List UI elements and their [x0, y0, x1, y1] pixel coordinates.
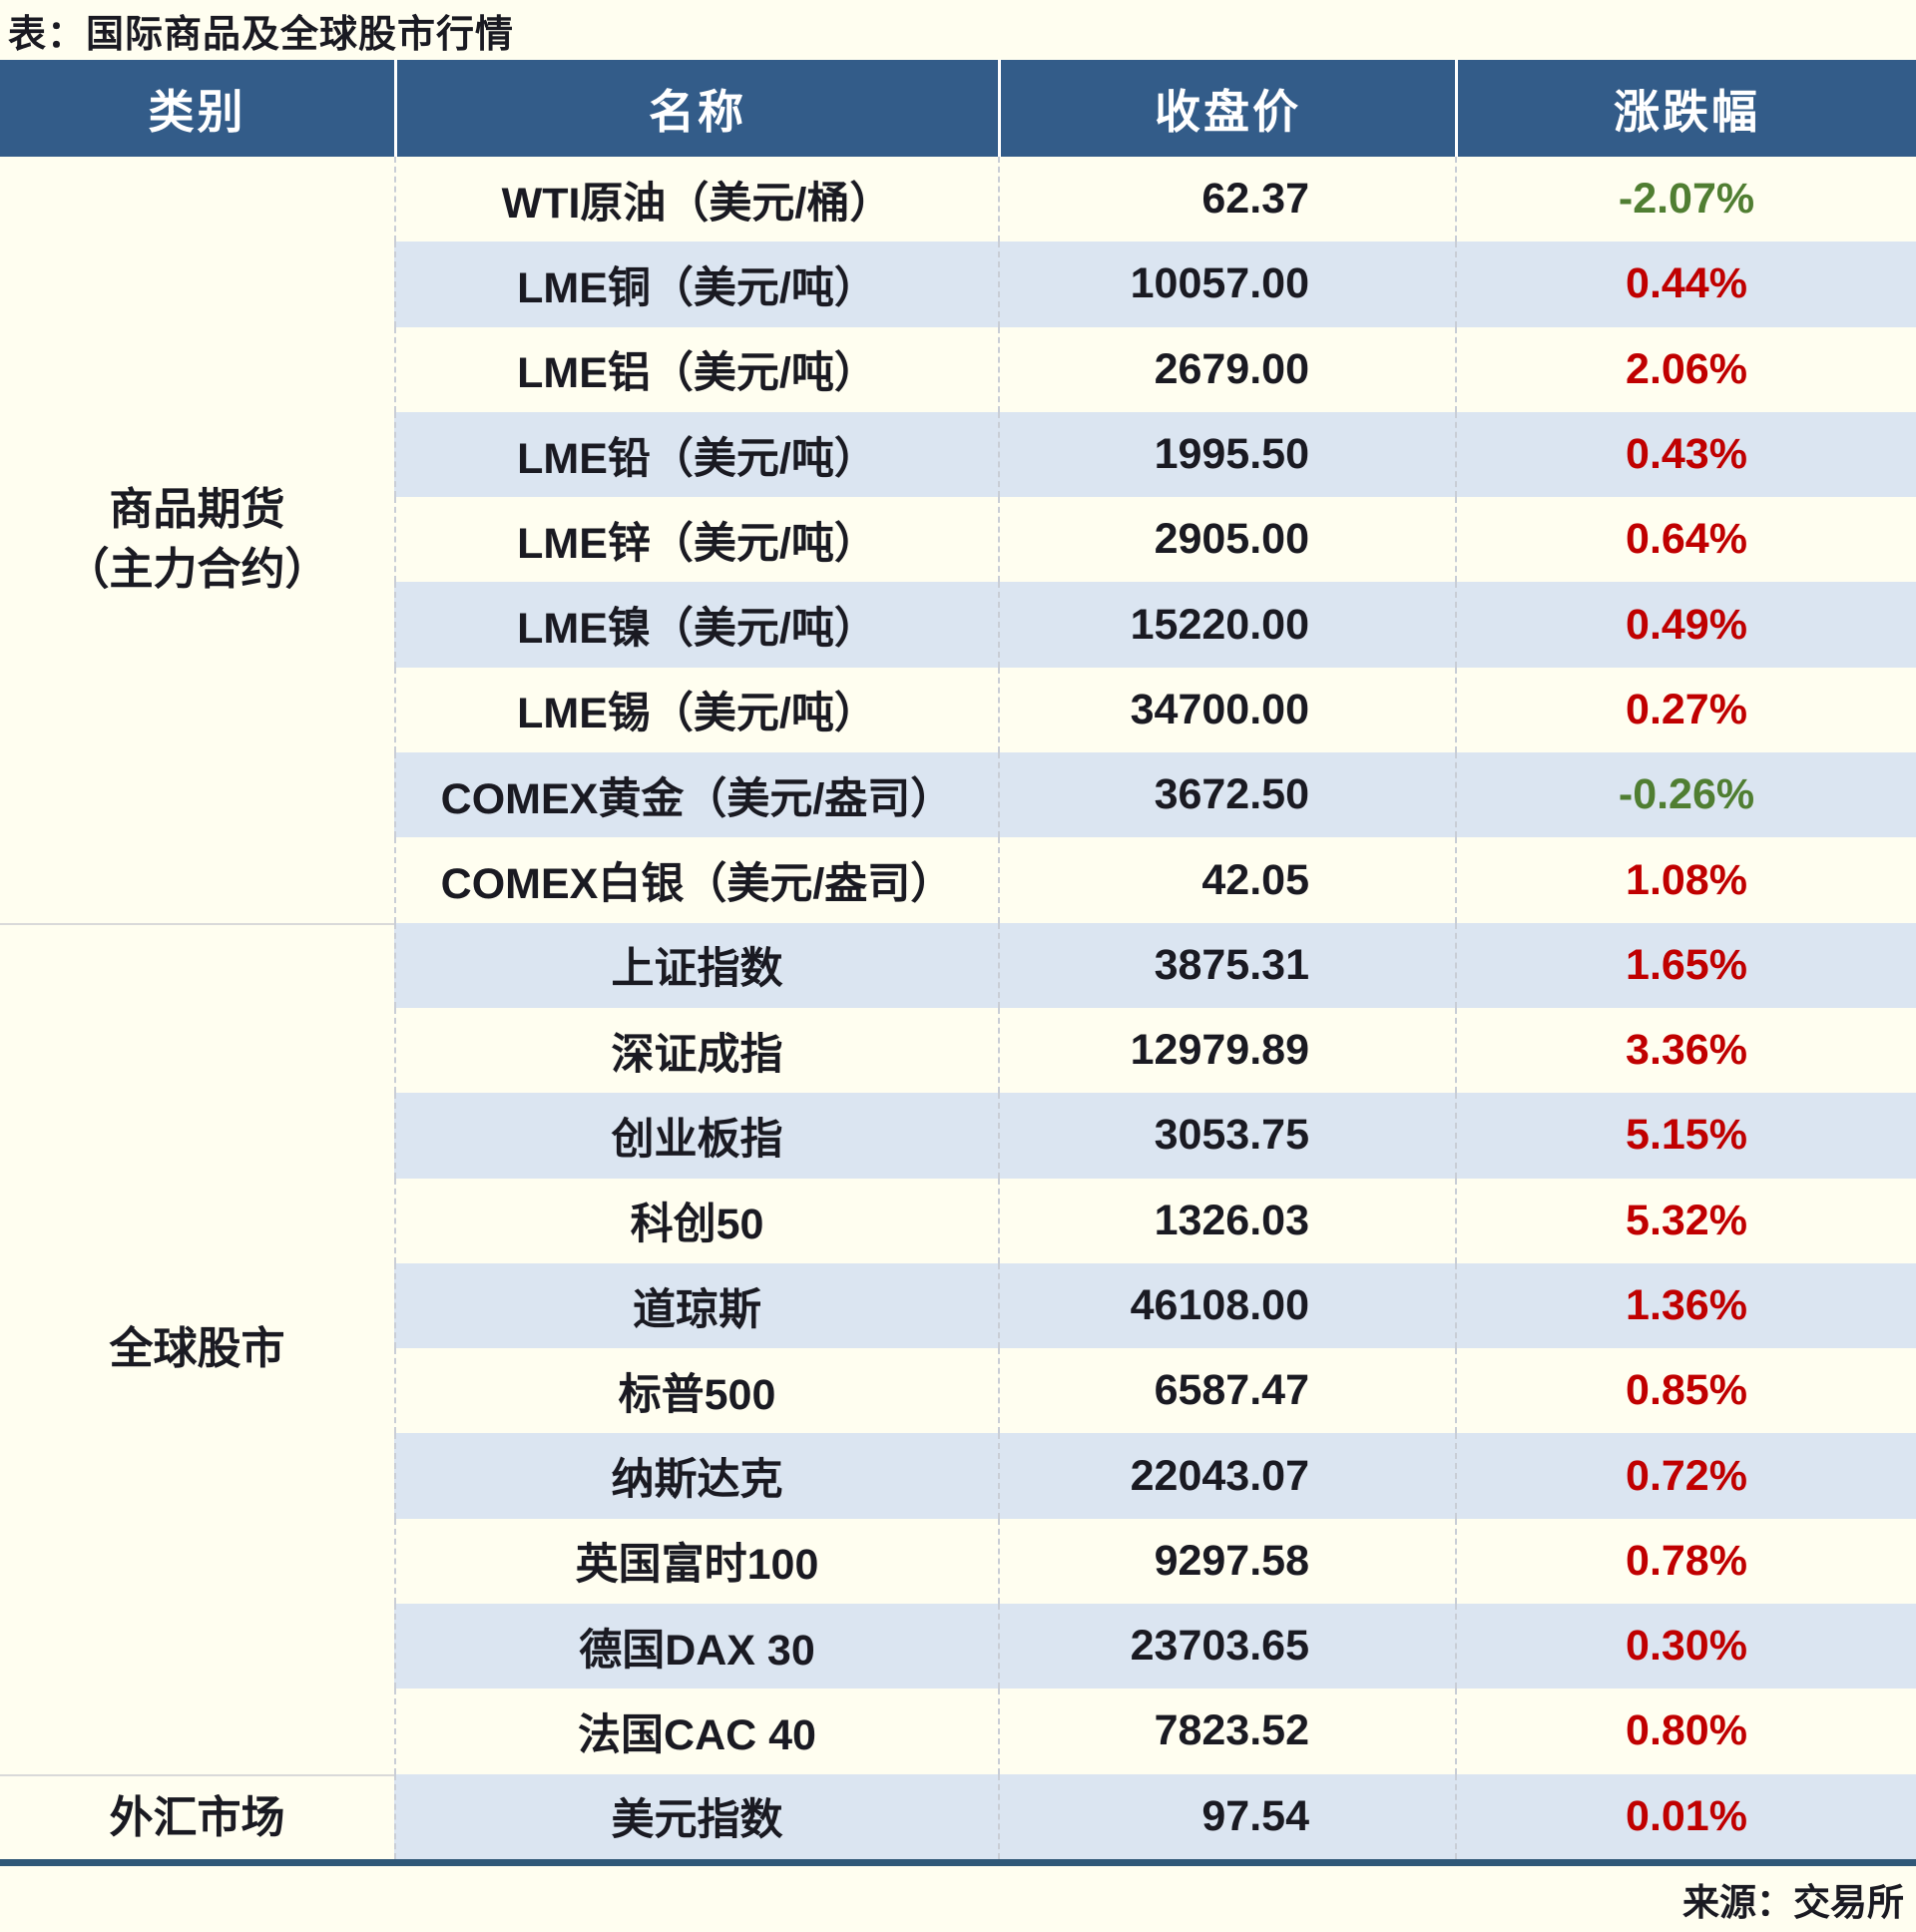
name-cell: LME铝（美元/吨）	[394, 326, 998, 412]
name-cell: 道琼斯	[394, 1262, 998, 1349]
name-cell: 法国CAC 40	[394, 1689, 998, 1774]
close-cell: 46108.00	[998, 1262, 1455, 1349]
name-cell: 美元指数	[394, 1773, 998, 1859]
close-cell: 42.05	[998, 837, 1455, 923]
change-cell: 0.85%	[1455, 1348, 1916, 1434]
name-cell: LME铜（美元/吨）	[394, 242, 998, 327]
name-cell: COMEX白银（美元/盎司）	[394, 837, 998, 923]
change-cell: 0.80%	[1455, 1689, 1916, 1774]
close-cell: 12979.89	[998, 1007, 1455, 1094]
header-change: 涨跌幅	[1455, 60, 1916, 157]
name-cell: 德国DAX 30	[394, 1604, 998, 1690]
close-cell: 7823.52	[998, 1689, 1455, 1774]
source-note: 来源：交易所	[1682, 1881, 1904, 1923]
close-cell: 23703.65	[998, 1604, 1455, 1690]
name-cell: COMEX黄金（美元/盎司）	[394, 752, 998, 838]
name-cell: LME镍（美元/吨）	[394, 582, 998, 668]
close-cell: 22043.07	[998, 1433, 1455, 1519]
category-cell: 全球股市	[0, 922, 394, 1774]
change-cell: -0.26%	[1455, 752, 1916, 838]
name-cell: 科创50	[394, 1178, 998, 1263]
name-cell: 创业板指	[394, 1093, 998, 1179]
close-cell: 3875.31	[998, 922, 1455, 1008]
name-cell: 深证成指	[394, 1007, 998, 1094]
change-cell: 0.43%	[1455, 411, 1916, 498]
header-name: 名称	[394, 60, 998, 157]
table-bottom-border	[0, 1858, 1916, 1866]
change-cell: 0.72%	[1455, 1433, 1916, 1519]
change-cell: 1.65%	[1455, 922, 1916, 1008]
name-cell: LME锌（美元/吨）	[394, 497, 998, 583]
name-cell: 标普500	[394, 1348, 998, 1434]
change-cell: 0.78%	[1455, 1518, 1916, 1605]
change-cell: 0.27%	[1455, 667, 1916, 753]
header-category: 类别	[148, 85, 246, 138]
close-cell: 34700.00	[998, 667, 1455, 753]
close-cell: 3672.50	[998, 752, 1455, 838]
table-body: 商品期货 （主力合约） WTI原油（美元/桶） 62.37 -2.07% LME铜（美元…	[0, 157, 1916, 1859]
page-title: 表：国际商品及全球股市行情	[8, 13, 515, 56]
table-header: 类别 名称 收盘价 涨跌幅	[0, 60, 1916, 157]
category-cell: 商品期货 （主力合约）	[65, 485, 329, 594]
close-cell: 9297.58	[998, 1518, 1455, 1605]
change-cell: -2.07%	[1455, 157, 1916, 242]
change-cell: 0.49%	[1455, 582, 1916, 668]
name-cell: 英国富时100	[394, 1518, 998, 1605]
category-cell: 外汇市场	[0, 1773, 394, 1859]
change-cell: 3.36%	[1455, 1007, 1916, 1094]
name-cell: 纳斯达克	[394, 1433, 998, 1519]
close-cell: 2905.00	[998, 497, 1455, 583]
close-cell: 97.54	[998, 1773, 1455, 1859]
name-cell: WTI原油（美元/桶）	[394, 157, 998, 242]
close-cell: 1995.50	[998, 411, 1455, 498]
change-cell: 0.64%	[1455, 497, 1916, 583]
change-cell: 5.32%	[1455, 1178, 1916, 1263]
change-cell: 1.36%	[1455, 1262, 1916, 1349]
change-cell: 0.30%	[1455, 1604, 1916, 1690]
close-cell: 6587.47	[998, 1348, 1455, 1434]
name-cell: 上证指数	[394, 922, 998, 1008]
close-cell: 15220.00	[998, 582, 1455, 668]
name-cell: LME锡（美元/吨）	[394, 667, 998, 753]
name-cell: LME铅（美元/吨）	[394, 411, 998, 498]
close-cell: 2679.00	[998, 326, 1455, 412]
change-cell: 0.44%	[1455, 242, 1916, 327]
header-close: 收盘价	[998, 60, 1455, 157]
change-cell: 1.08%	[1455, 837, 1916, 923]
change-cell: 0.01%	[1455, 1773, 1916, 1859]
close-cell: 62.37	[998, 157, 1455, 242]
change-cell: 2.06%	[1455, 326, 1916, 412]
change-cell: 5.15%	[1455, 1093, 1916, 1179]
close-cell: 3053.75	[998, 1093, 1455, 1179]
close-cell: 10057.00	[998, 242, 1455, 327]
close-cell: 1326.03	[998, 1178, 1455, 1263]
